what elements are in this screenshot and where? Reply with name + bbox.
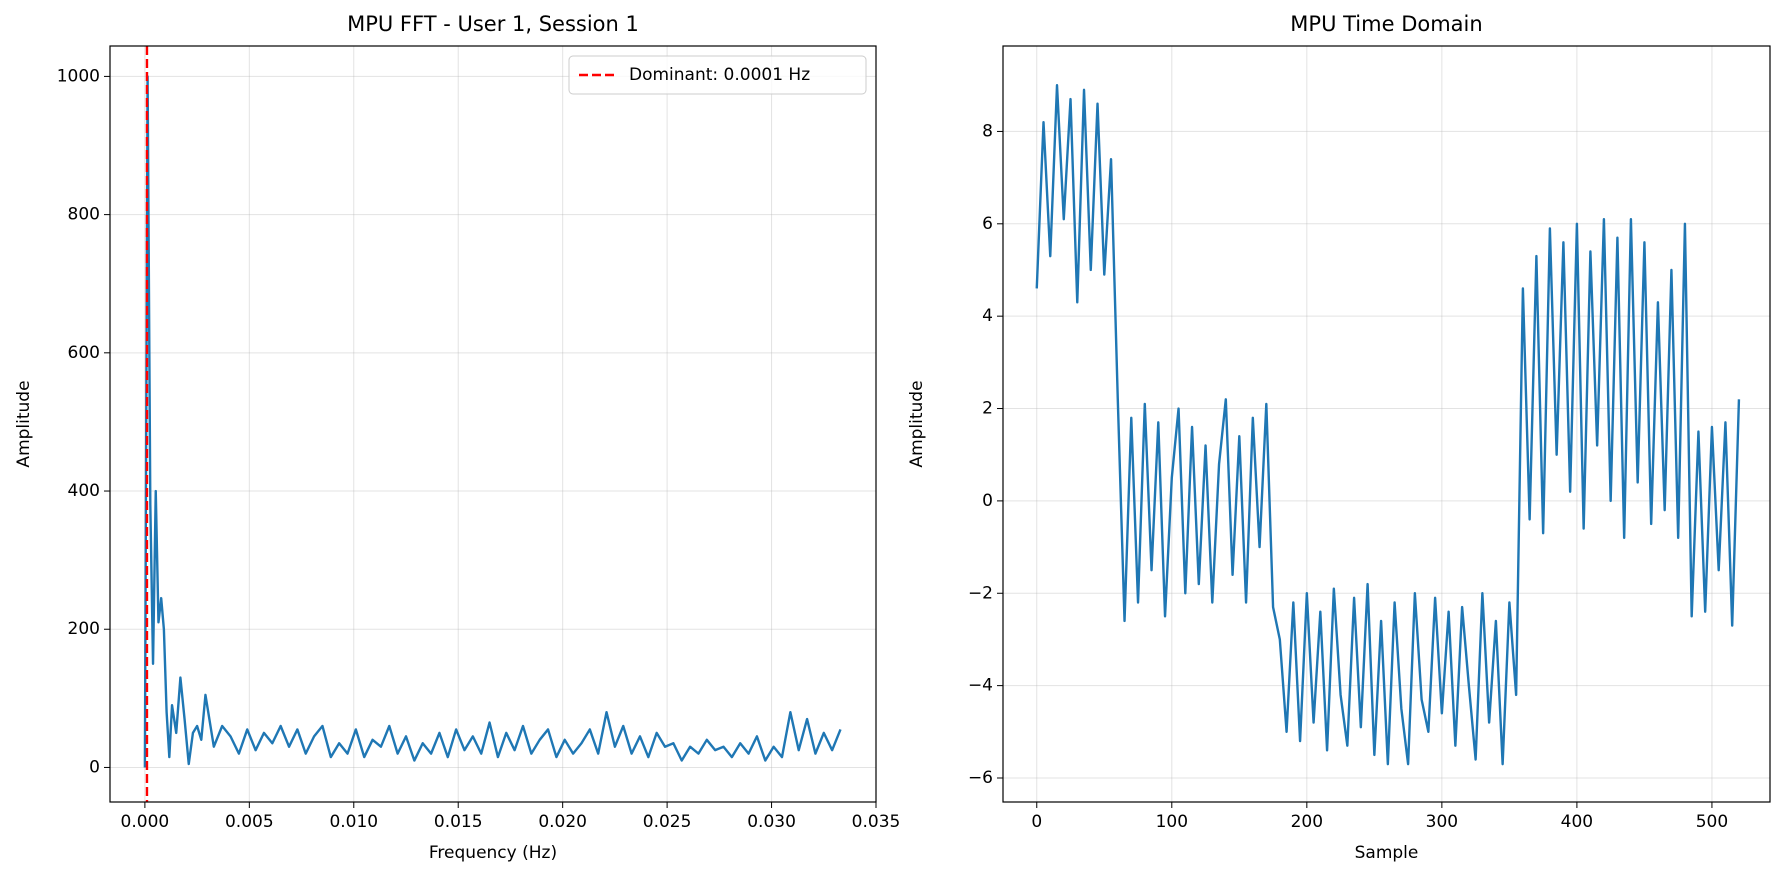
x-tick-label: 200	[1291, 812, 1323, 832]
x-axis-label: Sample	[1355, 843, 1419, 863]
y-tick-label: 2	[982, 399, 993, 419]
y-tick-label: 0	[982, 491, 993, 511]
y-tick-label: 800	[68, 205, 100, 225]
y-tick-label: −4	[968, 676, 993, 696]
y-tick-label: −2	[968, 583, 993, 603]
y-tick-label: 400	[68, 481, 100, 501]
y-tick-label: 600	[68, 343, 100, 363]
x-tick-label: 0	[1031, 812, 1042, 832]
y-tick-label: 4	[982, 306, 993, 326]
x-tick-label: 0.000	[121, 812, 170, 832]
legend-label: Dominant: 0.0001 Hz	[629, 65, 810, 85]
chart-title: MPU FFT - User 1, Session 1	[347, 12, 639, 36]
legend-box	[568, 55, 867, 95]
y-axis-label: Amplitude	[907, 380, 927, 467]
x-tick-label: 0.005	[225, 812, 274, 832]
x-tick-label: 0.025	[643, 812, 692, 832]
x-tick-label: 0.030	[747, 812, 796, 832]
y-axis-label: Amplitude	[14, 380, 34, 467]
axes-frame	[1002, 45, 1771, 803]
x-tick-label: 0.035	[852, 812, 901, 832]
x-tick-label: 400	[1561, 812, 1593, 832]
x-tick-label: 0.020	[538, 812, 587, 832]
plot-lines	[1035, 84, 1741, 766]
x-tick-label: 300	[1426, 812, 1458, 832]
data-line	[143, 75, 842, 768]
x-tick-label: 100	[1156, 812, 1188, 832]
x-tick-label: 500	[1696, 812, 1728, 832]
x-tick-label: 0.010	[329, 812, 378, 832]
y-tick-label: 6	[982, 214, 993, 234]
chart-title: MPU Time Domain	[1290, 12, 1482, 36]
data-line	[1035, 84, 1741, 766]
y-tick-label: −6	[968, 768, 993, 788]
y-tick-label: 0	[89, 757, 100, 777]
axes-frame	[109, 45, 877, 803]
x-tick-label: 0.015	[434, 812, 483, 832]
plot-lines	[143, 46, 842, 802]
x-axis-label: Frequency (Hz)	[429, 843, 557, 863]
y-tick-label: 1000	[57, 66, 100, 86]
y-tick-label: 200	[68, 619, 100, 639]
y-tick-label: 8	[982, 121, 993, 141]
